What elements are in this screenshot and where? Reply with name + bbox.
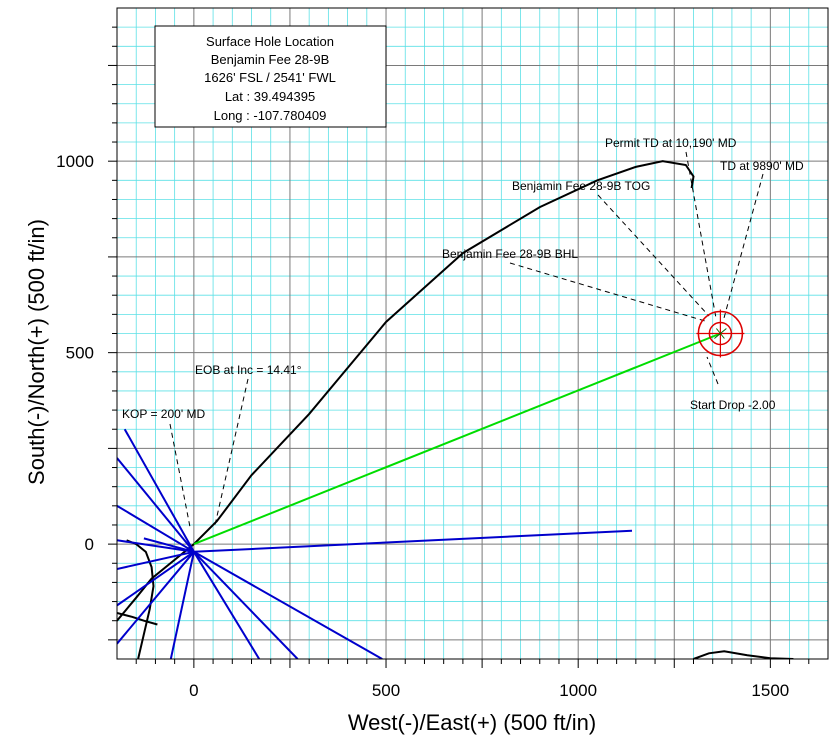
target-marker-b	[715, 328, 725, 339]
annotation-leader	[723, 173, 764, 319]
start-drop-label: Start Drop -2.00	[690, 398, 776, 412]
offset-wellpath-line	[169, 551, 195, 659]
annotation-leader	[706, 356, 719, 385]
x-axis-label: West(-)/East(+) (500 ft/in)	[348, 710, 596, 735]
offset-wellpath-line	[193, 551, 261, 659]
surface-location-box: Surface Hole Location Benjamin Fee 28-9B…	[154, 25, 387, 128]
eob-label: EOB at Inc = 14.41°	[195, 363, 302, 377]
kop-label: KOP = 200' MD	[122, 407, 205, 421]
contour-line	[117, 160, 695, 622]
offset-wellpaths	[117, 428, 633, 659]
y-tick-label: 0	[85, 535, 94, 554]
offset-wellpath-line	[193, 551, 299, 659]
offset-wellpath-line	[117, 550, 195, 607]
surface-box-line-4: Lat : 39.494395	[225, 89, 315, 104]
surface-box-line-3: 1626' FSL / 2541' FWL	[204, 70, 336, 85]
planned-wellpath-line	[193, 332, 721, 546]
td-label: TD at 9890' MD	[720, 159, 804, 173]
bhl-label: Benjamin Fee 28-9B BHL	[442, 247, 578, 261]
offset-wellpath-line	[117, 550, 195, 570]
annotation-leader	[214, 378, 249, 526]
offset-wellpath-line	[193, 529, 633, 553]
y-axis-label: South(-)/North(+) (500 ft/in)	[24, 219, 49, 485]
contour-line	[693, 650, 794, 659]
tog-label: Benjamin Fee 28-9B TOG	[512, 179, 650, 193]
surface-box-line-2: Benjamin Fee 28-9B	[211, 52, 330, 67]
offset-wellpath-line	[117, 457, 195, 553]
annotation-leader	[597, 194, 710, 317]
axis-ticks: 0 500 1000 1500 0 500 1000	[56, 26, 810, 700]
offset-wellpath-line	[123, 428, 195, 553]
x-tick-label: 1000	[559, 681, 597, 700]
x-tick-label: 500	[372, 681, 400, 700]
offset-wellpath-line	[117, 551, 195, 645]
y-tick-label: 1000	[56, 152, 94, 171]
x-tick-label: 1500	[751, 681, 789, 700]
offset-wellpath-line	[117, 504, 195, 553]
target-circle	[696, 309, 745, 358]
annotation-leader	[509, 262, 706, 322]
permit-td-label: Permit TD at 10,190' MD	[605, 136, 737, 150]
offset-wellpath-line	[193, 550, 383, 659]
x-tick-label: 0	[189, 681, 198, 700]
surface-box-line-5: Long : -107.780409	[214, 108, 327, 123]
offset-wellpath-line	[117, 539, 195, 553]
surface-box-line-1: Surface Hole Location	[206, 34, 334, 49]
offset-wellpath-line	[143, 537, 195, 553]
annotation-leader-lines	[169, 151, 764, 528]
y-tick-label: 500	[66, 344, 94, 363]
annotation-leader	[685, 151, 717, 319]
planned-wellpath	[193, 332, 721, 546]
